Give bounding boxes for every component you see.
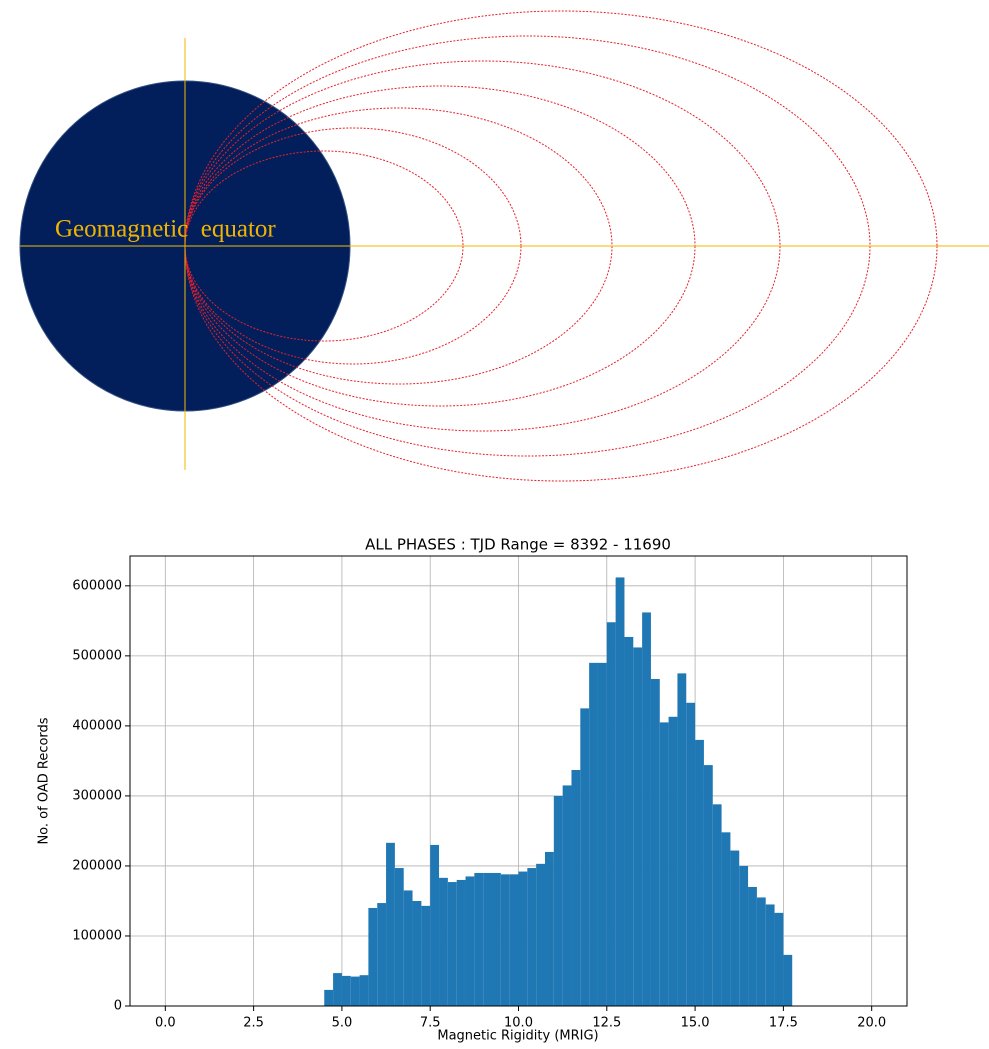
bar: [368, 907, 378, 1006]
bar: [447, 882, 457, 1006]
bar: [624, 636, 634, 1006]
x-tick-label: 15.0: [681, 1016, 710, 1031]
x-tick-label: 17.5: [769, 1016, 798, 1031]
bar: [456, 879, 466, 1006]
y-tick-label: 200000: [72, 858, 122, 873]
bar: [359, 975, 369, 1006]
bar: [633, 647, 643, 1006]
bar: [580, 708, 590, 1006]
x-tick-label: 5.0: [332, 1016, 353, 1031]
bar: [412, 900, 422, 1006]
bar: [492, 872, 501, 1006]
bar: [377, 903, 387, 1006]
bar: [606, 622, 616, 1006]
bar: [562, 785, 572, 1006]
chart-title: ALL PHASES : TJD Range = 8392 - 11690: [365, 536, 671, 554]
bar: [756, 897, 766, 1006]
bar: [721, 832, 731, 1006]
bar: [748, 886, 757, 1006]
bar: [500, 874, 510, 1006]
bar: [589, 662, 598, 1006]
bar: [483, 872, 493, 1006]
bar: [439, 877, 448, 1006]
bar: [403, 890, 413, 1006]
bar: [615, 577, 625, 1006]
bar: [659, 722, 669, 1006]
bar: [324, 989, 334, 1006]
bar: [739, 865, 749, 1006]
bar: [474, 872, 484, 1006]
bar: [668, 716, 678, 1006]
y-tick-label: 0: [114, 999, 122, 1014]
bar: [518, 871, 528, 1006]
bar: [527, 868, 537, 1006]
bar: [430, 844, 440, 1006]
bar: [536, 863, 545, 1006]
y-tick-label: 500000: [72, 648, 122, 663]
bar: [642, 612, 651, 1006]
x-tick-label: 20.0: [857, 1016, 886, 1031]
x-tick-label: 0.0: [155, 1016, 176, 1031]
bar: [730, 850, 740, 1006]
y-axis-label: No. of OAD Records: [37, 717, 52, 844]
bar: [394, 868, 404, 1006]
y-tick-label: 300000: [72, 788, 122, 803]
dipole-diagram: Geomagnetic equator: [19, 10, 989, 482]
bar: [386, 842, 395, 1006]
bar: [421, 905, 431, 1006]
y-tick-label: 400000: [72, 718, 122, 733]
bar: [465, 876, 475, 1006]
y-tick-label: 600000: [72, 578, 122, 593]
y-tick-label: 100000: [72, 928, 122, 943]
bar: [677, 673, 687, 1006]
bar: [695, 739, 704, 1006]
bar: [597, 662, 607, 1006]
bar: [333, 973, 342, 1006]
bar: [350, 976, 360, 1006]
bar: [686, 702, 696, 1006]
bar: [571, 770, 581, 1006]
bar: [341, 975, 351, 1006]
bar: [509, 874, 519, 1006]
bar: [553, 795, 563, 1006]
bar: [712, 804, 722, 1006]
x-tick-label: 2.5: [243, 1016, 264, 1031]
x-tick-label: 12.5: [592, 1016, 621, 1031]
bar: [783, 954, 793, 1006]
bar: [774, 912, 784, 1006]
plot-frame: [129, 555, 908, 1007]
x-axis-label: Magnetic Rigidity (MRIG): [437, 1029, 598, 1044]
x-tick-label: 7.5: [420, 1016, 441, 1031]
x-tick-label: 10.0: [504, 1016, 533, 1031]
bar: [544, 851, 554, 1006]
bar: [765, 904, 775, 1006]
equator-label: Geomagnetic equator: [55, 216, 276, 243]
bar: [703, 765, 713, 1006]
bar: [650, 678, 660, 1006]
histogram: ALL PHASES : TJD Range = 8392 - 11690 Ma…: [37, 536, 908, 1044]
